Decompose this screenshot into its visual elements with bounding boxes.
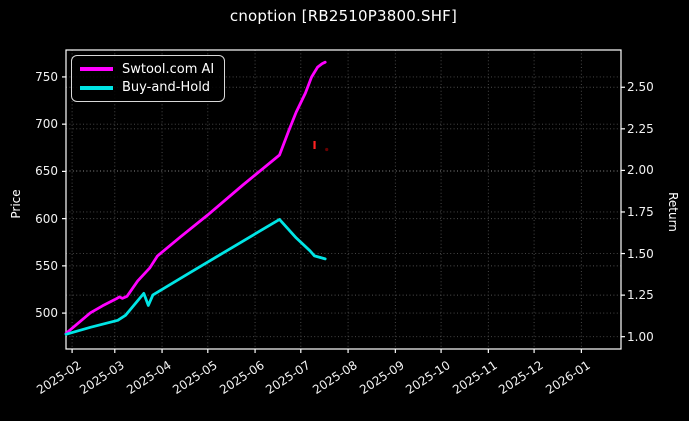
chart-title: cnoption [RB2510P3800.SHF] bbox=[229, 7, 458, 25]
y-tick-label-price: 750 bbox=[35, 69, 58, 84]
legend-row: Swtool.com AI bbox=[80, 62, 216, 77]
y-tick-label-return: 2.25 bbox=[627, 121, 654, 136]
y-tick-label-price: 550 bbox=[35, 258, 58, 273]
legend-swatch-swtool-ai bbox=[80, 67, 113, 71]
y-tick-label-return: 1.75 bbox=[627, 204, 654, 219]
y-tick-label-price: 500 bbox=[35, 306, 58, 321]
y-tick-label-return: 1.50 bbox=[627, 246, 654, 261]
series-line-swtool-com-ai bbox=[64, 60, 327, 335]
y-tick-label-price: 650 bbox=[35, 164, 58, 179]
marker-red-dot bbox=[325, 147, 329, 152]
y-tick-label-return: 2.00 bbox=[627, 163, 654, 178]
y-axis-label-price: Price bbox=[9, 189, 23, 219]
y-tick-label-price: 600 bbox=[35, 211, 58, 226]
y-tick-label-return: 1.25 bbox=[627, 288, 654, 303]
y-tick-label-return: 2.50 bbox=[627, 80, 654, 95]
legend-row: Buy-and-Hold bbox=[80, 80, 216, 95]
legend-swatch-buy-and-hold bbox=[80, 86, 113, 90]
series-line-buy-and-hold bbox=[64, 217, 327, 336]
y-tick-label-price: 700 bbox=[35, 117, 58, 132]
legend-label: Swtool.com AI bbox=[122, 61, 215, 77]
y-axis-label-return: Return bbox=[666, 192, 680, 232]
legend-label: Buy-and-Hold bbox=[122, 80, 211, 96]
y-tick-label-return: 1.00 bbox=[627, 329, 654, 344]
chart-legend: Swtool.com AI Buy-and-Hold bbox=[71, 55, 225, 102]
